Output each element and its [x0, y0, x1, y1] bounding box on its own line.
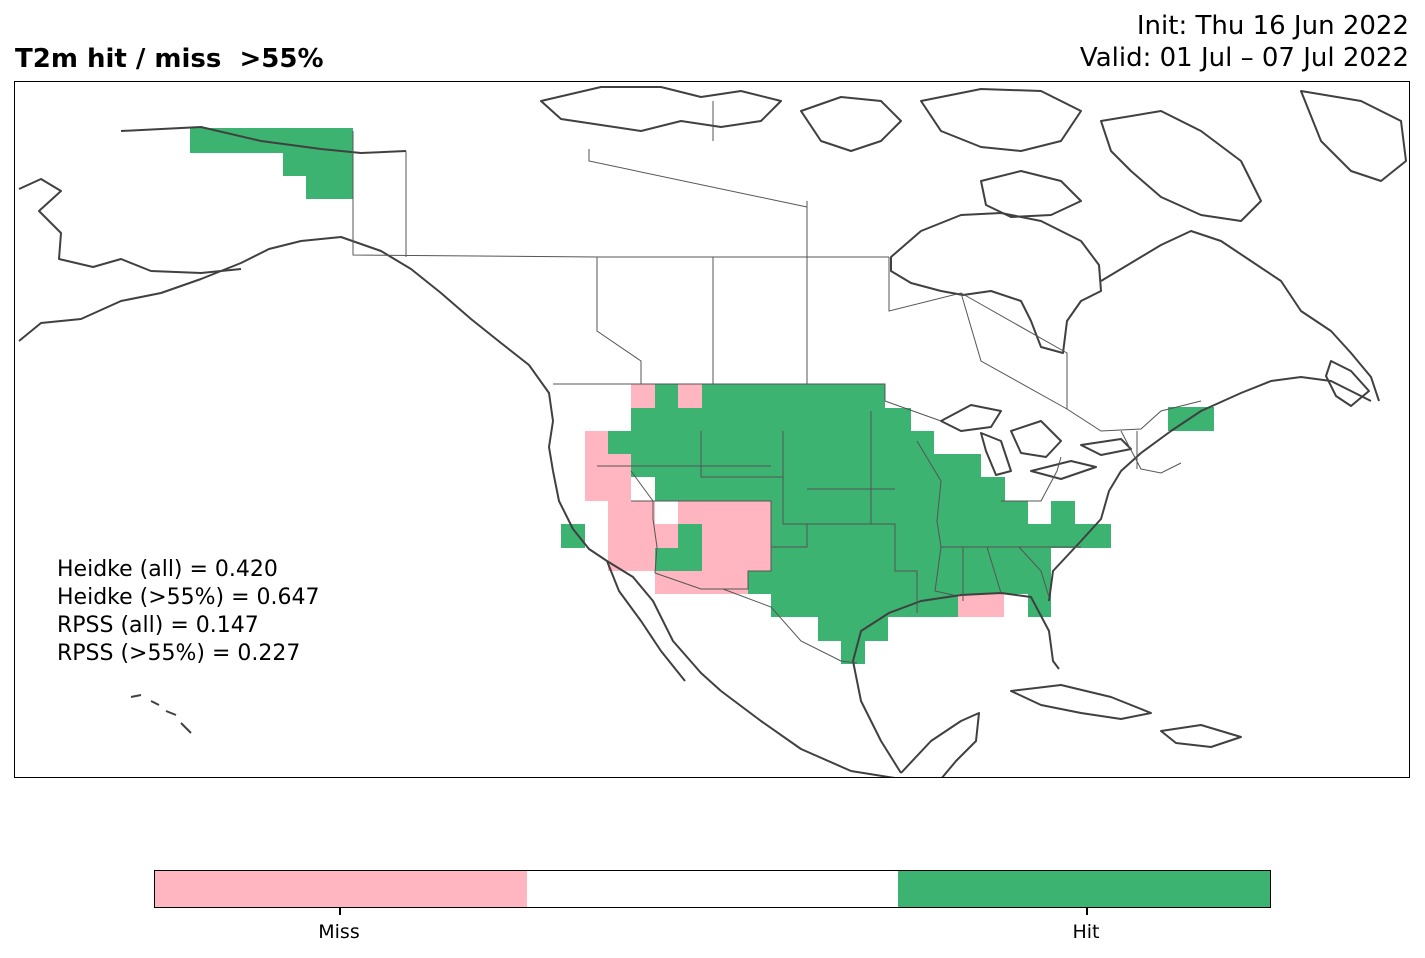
- legend-tick-miss: [339, 908, 341, 915]
- valid-period: Valid: 01 Jul – 07 Jul 2022: [1079, 43, 1409, 73]
- miss-cell: [655, 571, 748, 594]
- hit-cell: [608, 431, 934, 454]
- miss-cell: [678, 384, 702, 408]
- date-info: Init: Thu 16 Jun 2022 Valid: 01 Jul – 07…: [1080, 10, 1409, 74]
- miss-cell: [608, 454, 631, 571]
- hit-cell: [841, 641, 865, 664]
- hit-cell: [678, 524, 702, 548]
- hit-cell: [1028, 594, 1051, 617]
- hit-cell: [748, 571, 1051, 594]
- heidke-all-score: Heidke (all) = 0.420: [57, 557, 278, 582]
- political-borders: [352, 101, 1202, 664]
- hit-cell: [1051, 501, 1075, 524]
- legend-neutral-swatch: [526, 871, 899, 907]
- hit-cell: [771, 501, 1028, 524]
- legend-label-miss: Miss: [318, 921, 360, 943]
- hit-cell: [771, 548, 1051, 571]
- miss-cell: [678, 501, 771, 524]
- coastlines: [18, 86, 1407, 777]
- legend-tick-hit: [1086, 908, 1088, 915]
- miss-cell: [655, 524, 678, 548]
- hit-cell: [885, 408, 911, 431]
- miss-cell: [585, 431, 608, 501]
- map-panel: [14, 81, 1410, 778]
- map-title: T2m hit / miss >55%: [15, 44, 324, 74]
- legend-hit-swatch: [898, 871, 1271, 907]
- miss-cell: [958, 594, 1004, 617]
- hit-cell: [771, 594, 958, 617]
- hit-cell: [655, 548, 702, 571]
- heidke-55-score: Heidke (>55%) = 0.647: [57, 585, 320, 610]
- rpss-all-score: RPSS (all) = 0.147: [57, 613, 259, 638]
- rpss-55-score: RPSS (>55%) = 0.227: [57, 641, 301, 666]
- legend-miss-swatch: [155, 871, 527, 907]
- miss-cell: [631, 384, 655, 408]
- init-date: Init: Thu 16 Jun 2022: [1136, 11, 1409, 41]
- map-canvas: [18, 86, 1407, 777]
- hit-cell: [283, 153, 353, 176]
- skill-scores: Heidke (all) = 0.420 Heidke (>55%) = 0.6…: [57, 556, 320, 668]
- hit-cell: [306, 176, 353, 199]
- miss-cell: [702, 524, 771, 571]
- legend-label-hit: Hit: [1072, 921, 1100, 943]
- verification-cells: [190, 128, 1214, 664]
- hit-cell: [631, 454, 981, 477]
- miss-cell: [631, 501, 655, 571]
- legend-colorbar: [154, 870, 1271, 908]
- hit-cell: [631, 408, 655, 431]
